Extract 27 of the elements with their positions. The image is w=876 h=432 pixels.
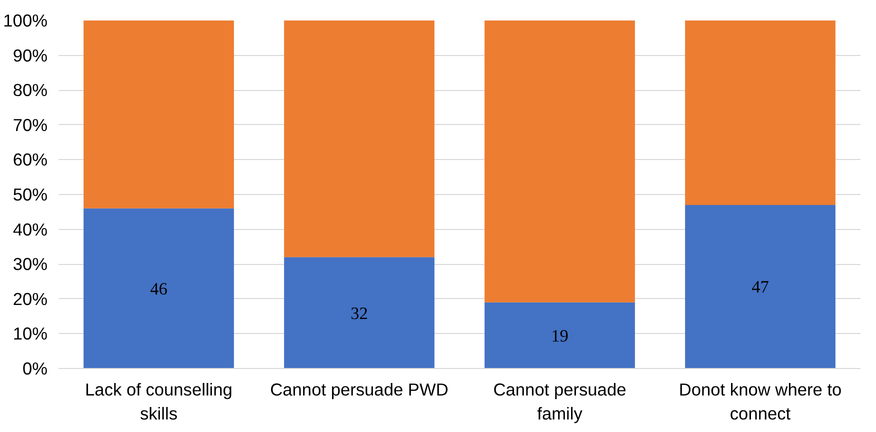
y-tick-label: 50%: [12, 184, 48, 204]
y-tick-label: 60%: [12, 150, 48, 170]
y-tick-label: 90%: [12, 45, 48, 66]
bar: [685, 20, 836, 205]
bar: [284, 257, 434, 368]
data-label: 47: [752, 278, 770, 297]
y-tick-label: 10%: [12, 324, 48, 344]
y-tick-label: 70%: [12, 114, 48, 135]
bar: [84, 208, 234, 368]
y-tick-label: 100%: [3, 10, 48, 30]
y-tick-label: 40%: [12, 219, 48, 240]
x-tick-label: Lack of counselling skills: [85, 380, 232, 424]
x-tick-label: Donot know where to connect: [678, 380, 842, 424]
bar: [284, 20, 434, 258]
y-tick-label: 30%: [12, 254, 48, 274]
data-label: 19: [551, 326, 568, 346]
x-tick-label: Cannot persuade PWD: [270, 380, 448, 400]
data-label: 32: [350, 304, 368, 323]
data-label: 46: [150, 279, 168, 298]
bar: [484, 20, 635, 302]
bar: [84, 20, 234, 208]
y-tick-label: 20%: [12, 288, 48, 309]
bar: [685, 204, 836, 368]
y-tick-label: 80%: [12, 80, 48, 100]
x-tick-label: Cannot persuade family: [493, 380, 626, 424]
y-tick-label: 0%: [22, 358, 48, 378]
bar: [484, 302, 635, 368]
